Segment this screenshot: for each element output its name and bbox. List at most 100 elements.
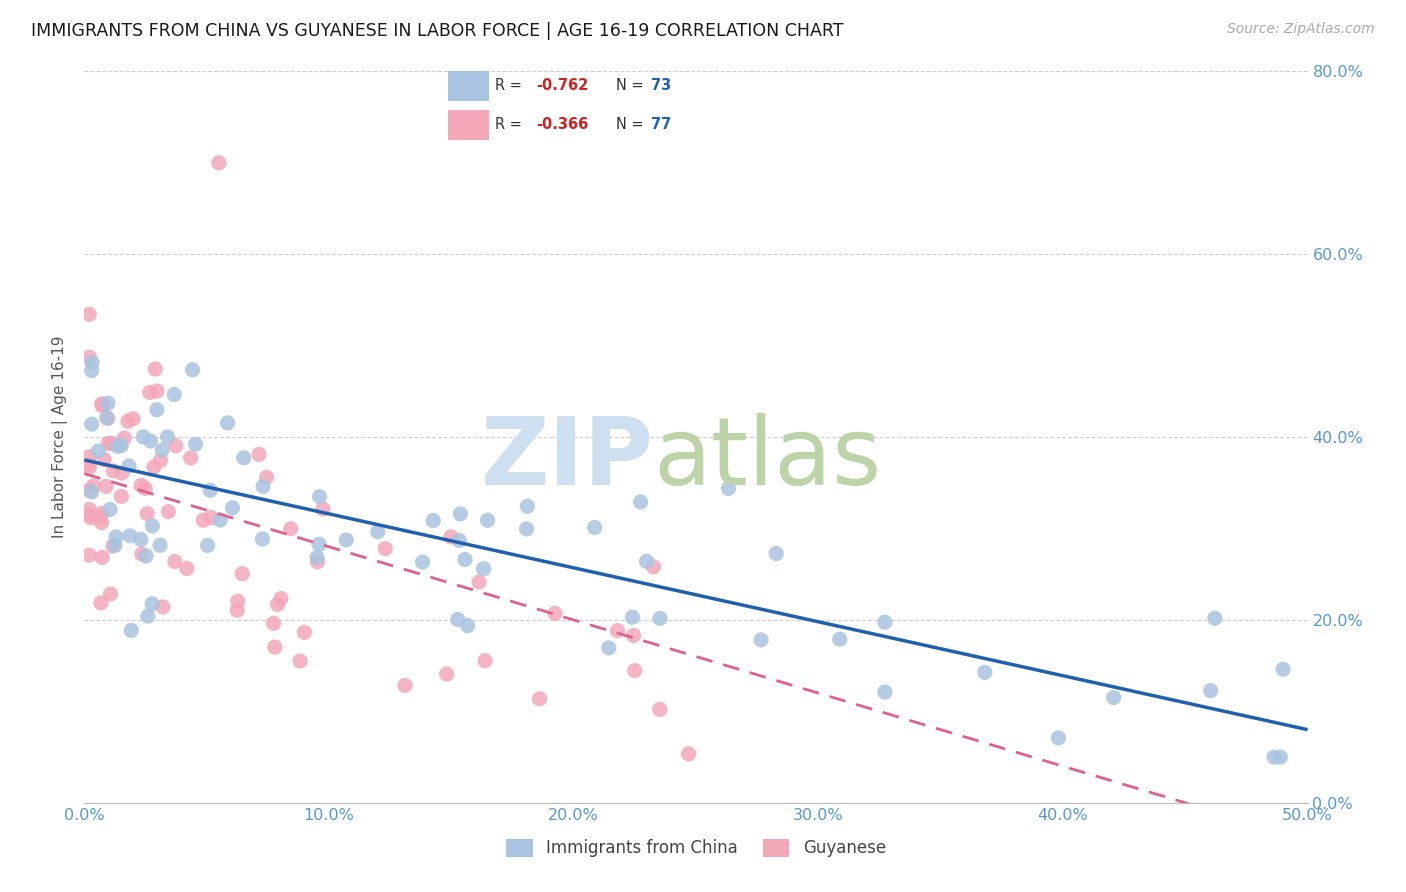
Point	[136, 507, 159, 521]
Point	[156, 430, 179, 444]
Point	[247, 447, 270, 461]
Point	[1272, 662, 1295, 676]
Point	[129, 478, 152, 492]
Point	[447, 612, 470, 626]
Point	[422, 513, 444, 527]
Point	[163, 387, 186, 401]
Point	[449, 533, 471, 548]
Point	[648, 702, 671, 716]
Point	[472, 562, 495, 576]
Point	[436, 667, 458, 681]
Point	[515, 522, 537, 536]
Point	[457, 618, 479, 632]
Point	[394, 678, 416, 692]
Text: N =: N =	[616, 78, 643, 93]
Point	[77, 508, 100, 523]
Point	[131, 547, 153, 561]
Point	[141, 519, 163, 533]
Point	[77, 483, 100, 498]
Point	[262, 616, 284, 631]
Point	[138, 385, 160, 400]
Point	[765, 546, 787, 560]
Point	[305, 550, 328, 565]
Point	[103, 464, 125, 478]
Point	[101, 539, 124, 553]
Point	[90, 506, 112, 520]
Point	[80, 363, 103, 377]
Point	[136, 609, 159, 624]
Text: Source: ZipAtlas.com: Source: ZipAtlas.com	[1227, 22, 1375, 37]
Point	[146, 384, 169, 398]
Point	[180, 450, 202, 465]
Point	[94, 479, 117, 493]
Point	[97, 396, 120, 410]
Point	[200, 510, 222, 524]
Point	[252, 532, 274, 546]
Point	[91, 399, 114, 413]
Text: 77: 77	[651, 117, 672, 132]
Point	[583, 520, 606, 534]
Point	[98, 502, 121, 516]
Point	[477, 513, 499, 527]
Point	[1270, 750, 1292, 764]
Point	[87, 444, 110, 458]
Point	[606, 624, 628, 638]
Point	[270, 591, 292, 606]
Point	[217, 416, 239, 430]
FancyBboxPatch shape	[449, 110, 489, 139]
Point	[112, 431, 135, 445]
Point	[335, 533, 357, 547]
Point	[1263, 750, 1285, 764]
Point	[252, 479, 274, 493]
Text: -0.366: -0.366	[536, 117, 588, 132]
Point	[97, 411, 120, 425]
Point	[122, 411, 145, 425]
Text: IMMIGRANTS FROM CHINA VS GUYANESE IN LABOR FORCE | AGE 16-19 CORRELATION CHART: IMMIGRANTS FROM CHINA VS GUYANESE IN LAB…	[31, 22, 844, 40]
Point	[367, 524, 389, 539]
Point	[266, 598, 288, 612]
Point	[77, 307, 100, 321]
Point	[120, 624, 142, 638]
Point	[374, 541, 396, 556]
Point	[516, 500, 538, 514]
Point	[292, 625, 315, 640]
Point	[157, 505, 180, 519]
Point	[544, 607, 567, 621]
Point	[621, 610, 644, 624]
Point	[873, 685, 896, 699]
Point	[630, 495, 652, 509]
Point	[107, 439, 129, 453]
Point	[134, 482, 156, 496]
Point	[1102, 690, 1125, 705]
Point	[104, 538, 127, 552]
Point	[90, 516, 112, 530]
Point	[82, 479, 104, 493]
Text: R =: R =	[495, 78, 522, 93]
Point	[226, 594, 249, 608]
Point	[100, 436, 122, 450]
Point	[873, 615, 896, 630]
Text: 73: 73	[651, 78, 672, 93]
Point	[149, 538, 172, 552]
Point	[598, 640, 620, 655]
Point	[139, 434, 162, 448]
Point	[231, 566, 253, 581]
Point	[226, 603, 249, 617]
Point	[129, 533, 152, 547]
Point	[91, 550, 114, 565]
Point	[77, 458, 100, 472]
Point	[118, 458, 141, 473]
Point	[717, 482, 740, 496]
Point	[141, 597, 163, 611]
Point	[146, 402, 169, 417]
Point	[474, 654, 496, 668]
Point	[77, 548, 100, 562]
Point	[232, 450, 254, 465]
Point	[197, 538, 219, 552]
Text: R =: R =	[495, 117, 522, 132]
Point	[150, 443, 173, 458]
Point	[152, 599, 174, 614]
Point	[308, 537, 330, 551]
Text: atlas: atlas	[654, 413, 882, 505]
Point	[263, 640, 285, 654]
